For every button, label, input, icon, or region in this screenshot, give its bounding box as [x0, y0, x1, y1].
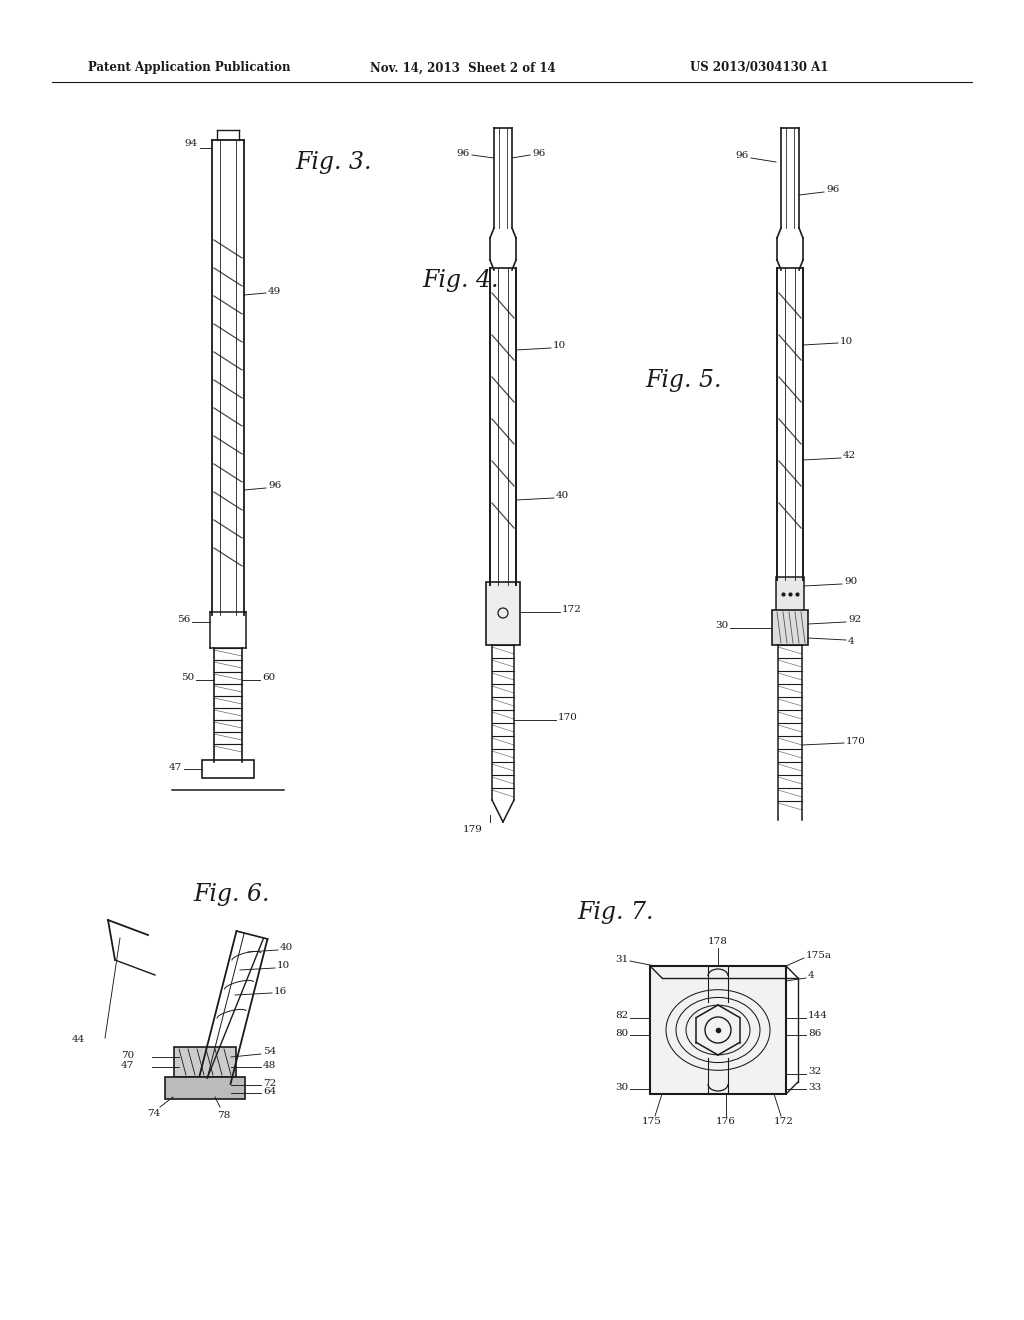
Text: 170: 170 — [846, 737, 866, 746]
Text: 86: 86 — [808, 1028, 821, 1038]
Text: 44: 44 — [72, 1035, 85, 1044]
Text: 42: 42 — [843, 451, 856, 461]
Text: 32: 32 — [808, 1068, 821, 1077]
Text: 94: 94 — [184, 140, 198, 149]
Text: 70: 70 — [121, 1051, 134, 1060]
Text: 60: 60 — [262, 673, 275, 682]
Text: Patent Application Publication: Patent Application Publication — [88, 62, 291, 74]
Text: 82: 82 — [614, 1011, 628, 1020]
Text: 179: 179 — [463, 825, 483, 834]
Text: 96: 96 — [532, 149, 545, 157]
Text: 90: 90 — [844, 578, 857, 586]
Text: 4: 4 — [848, 638, 855, 647]
Text: Fig. 4.: Fig. 4. — [422, 268, 499, 292]
Text: 96: 96 — [457, 149, 470, 157]
Text: 31: 31 — [614, 954, 628, 964]
Text: 56: 56 — [177, 615, 190, 624]
Text: 92: 92 — [848, 615, 861, 624]
Text: 10: 10 — [553, 342, 566, 351]
Bar — [165, 1077, 245, 1100]
Text: 47: 47 — [121, 1060, 134, 1069]
Text: 175a: 175a — [806, 952, 831, 961]
Text: US 2013/0304130 A1: US 2013/0304130 A1 — [690, 62, 828, 74]
Text: 16: 16 — [274, 986, 288, 995]
Text: 30: 30 — [715, 622, 728, 631]
Text: 54: 54 — [263, 1048, 276, 1056]
Text: 33: 33 — [808, 1082, 821, 1092]
Text: 172: 172 — [562, 606, 582, 615]
Text: Fig. 6.: Fig. 6. — [193, 883, 269, 907]
Text: 40: 40 — [280, 944, 293, 953]
Text: 40: 40 — [556, 491, 569, 500]
Text: 10: 10 — [278, 961, 290, 970]
Text: 64: 64 — [263, 1086, 276, 1096]
Text: 175: 175 — [642, 1118, 662, 1126]
Text: 48: 48 — [263, 1060, 276, 1069]
Bar — [202, 760, 254, 777]
Text: 170: 170 — [558, 714, 578, 722]
Text: 10: 10 — [840, 337, 853, 346]
Text: 74: 74 — [146, 1109, 160, 1118]
Text: Fig. 5.: Fig. 5. — [645, 368, 722, 392]
Bar — [776, 577, 804, 612]
Text: 96: 96 — [826, 186, 840, 194]
Bar — [650, 966, 786, 1094]
Bar — [174, 1047, 236, 1077]
Bar — [486, 582, 520, 645]
Text: 176: 176 — [716, 1118, 736, 1126]
Text: 144: 144 — [808, 1011, 827, 1020]
Text: 47: 47 — [169, 763, 182, 771]
Text: 80: 80 — [614, 1028, 628, 1038]
Text: Fig. 3.: Fig. 3. — [295, 152, 372, 174]
Text: 49: 49 — [268, 286, 282, 296]
Bar — [772, 610, 808, 645]
Text: 30: 30 — [614, 1082, 628, 1092]
Text: 4: 4 — [808, 972, 815, 981]
Text: Nov. 14, 2013  Sheet 2 of 14: Nov. 14, 2013 Sheet 2 of 14 — [370, 62, 556, 74]
Text: 78: 78 — [217, 1110, 230, 1119]
Text: 72: 72 — [263, 1078, 276, 1088]
Text: 96: 96 — [268, 482, 282, 491]
Text: 96: 96 — [736, 152, 749, 161]
Text: Fig. 7.: Fig. 7. — [577, 900, 653, 924]
Text: 178: 178 — [708, 937, 728, 946]
Text: 172: 172 — [774, 1118, 794, 1126]
Text: 50: 50 — [181, 673, 194, 682]
